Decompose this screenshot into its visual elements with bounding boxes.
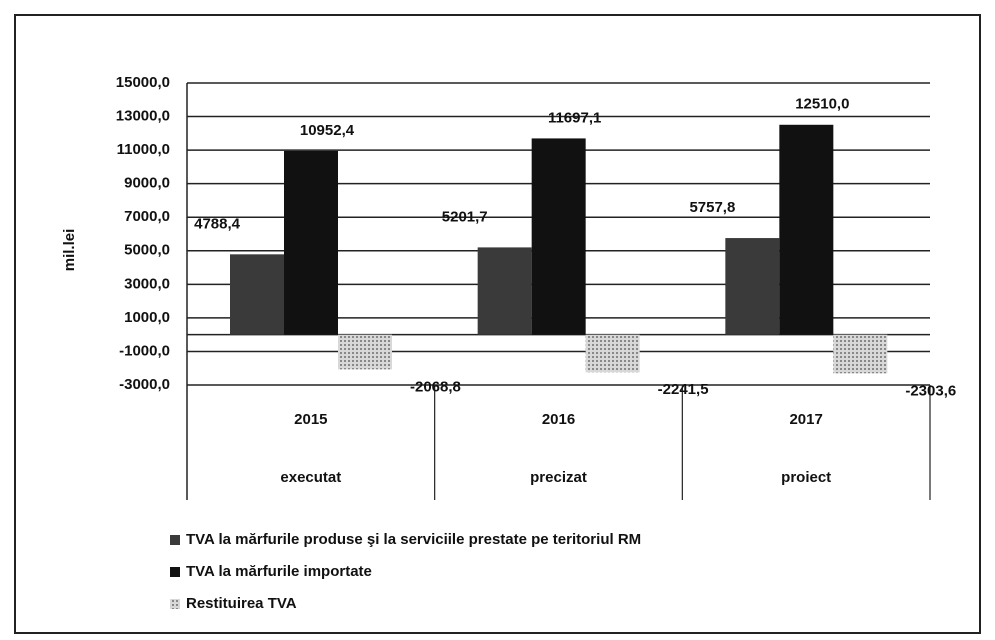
- bar: [477, 247, 532, 335]
- bar: [779, 124, 834, 335]
- legend-swatch: [170, 599, 180, 609]
- y-tick-label: 15000,0: [116, 74, 170, 91]
- y-tick-label: -3000,0: [119, 376, 170, 393]
- y-tick-label: 7000,0: [124, 208, 170, 225]
- x-group-label: proiect: [781, 469, 831, 486]
- y-axis-label: mil.lei: [61, 229, 78, 272]
- x-tick-label: 2016: [542, 411, 575, 428]
- legend-swatch: [170, 567, 180, 577]
- frame: [14, 14, 981, 634]
- y-tick-label: 5000,0: [124, 242, 170, 259]
- bar: [338, 334, 392, 370]
- y-tick-label: 3000,0: [124, 275, 170, 292]
- legend-swatch: [170, 535, 180, 545]
- legend-label: TVA la mărfurile importate: [186, 563, 372, 580]
- data-label: 12510,0: [795, 96, 849, 113]
- data-label: 10952,4: [300, 122, 355, 139]
- y-tick-label: 9000,0: [124, 175, 170, 192]
- y-tick-label: -1000,0: [119, 342, 170, 359]
- y-tick-label: 11000,0: [117, 141, 170, 158]
- legend-label: TVA la mărfurile produse şi la serviciil…: [186, 531, 641, 548]
- data-label: 5201,7: [442, 208, 488, 225]
- x-tick-label: 2015: [294, 411, 327, 428]
- y-tick-label: 13000,0: [116, 108, 170, 125]
- x-group-label: precizat: [530, 469, 587, 486]
- bar: [230, 254, 284, 335]
- bar: [725, 238, 780, 335]
- x-group-label: executat: [280, 469, 341, 486]
- data-label: 5757,8: [689, 199, 735, 216]
- data-label: -2068,8: [410, 378, 461, 395]
- data-label: 11697,1: [548, 109, 601, 126]
- bar: [284, 150, 338, 335]
- y-tick-label: 1000,0: [124, 309, 170, 326]
- bar: [833, 334, 888, 374]
- bar: [531, 138, 586, 335]
- data-label: -2303,6: [905, 382, 956, 399]
- data-label: -2241,5: [658, 381, 709, 398]
- legend-label: Restituirea TVA: [186, 595, 297, 612]
- x-tick-label: 2017: [789, 411, 822, 428]
- bar: [585, 334, 640, 373]
- data-label: 4788,4: [194, 215, 241, 232]
